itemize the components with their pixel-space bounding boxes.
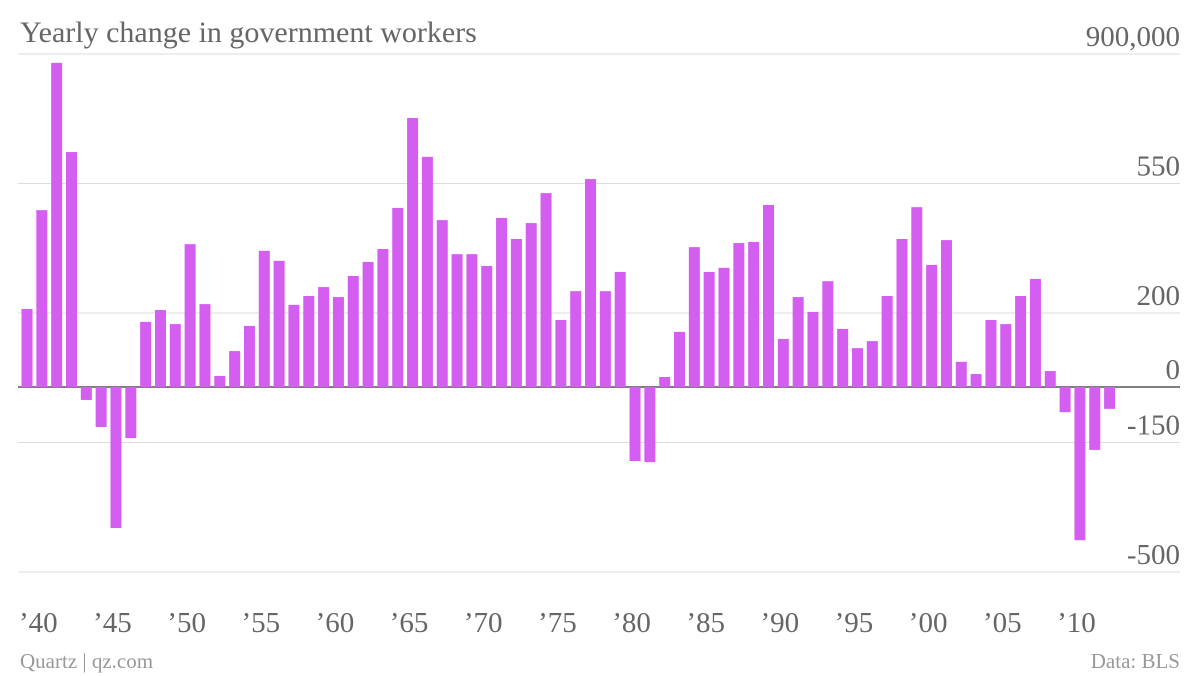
bar (258, 250, 270, 387)
bar (169, 324, 181, 387)
bar (629, 387, 641, 461)
bar (940, 240, 952, 387)
y-tick-label: 0 (1166, 354, 1181, 386)
x-tick-label: ’60 (316, 607, 355, 639)
x-tick-label: ’70 (464, 607, 503, 639)
bar (229, 351, 241, 387)
bar (585, 179, 597, 387)
bar (896, 239, 908, 387)
bar (80, 387, 92, 400)
bar (273, 260, 285, 387)
credit: Quartz | qz.com (20, 649, 153, 673)
bar (807, 311, 819, 387)
chart-title: Yearly change in government workers (20, 16, 477, 49)
bar (214, 375, 226, 387)
bar (985, 320, 997, 387)
bar (718, 267, 730, 387)
bar (674, 331, 686, 387)
bar (184, 244, 196, 387)
bar (1029, 278, 1041, 387)
y-tick-label: 900,000 (1086, 21, 1180, 53)
bar (644, 387, 656, 463)
bar (1015, 295, 1027, 387)
bar (822, 281, 834, 387)
bar (970, 374, 982, 387)
bar (1089, 387, 1101, 450)
bar (451, 254, 463, 387)
bar (347, 276, 359, 387)
bar (392, 207, 404, 387)
bar (540, 193, 552, 387)
bar (51, 62, 63, 387)
y-tick-label: 200 (1137, 280, 1181, 312)
x-tick-label: ’85 (686, 607, 725, 639)
bar (466, 254, 478, 387)
bar (570, 291, 582, 387)
bar (243, 325, 255, 387)
x-tick-label: ’80 (612, 607, 651, 639)
bar (614, 271, 626, 387)
bar (911, 207, 923, 387)
x-tick-label: ’10 (1057, 607, 1096, 639)
bar (125, 387, 137, 439)
bar (525, 223, 537, 387)
bar (851, 348, 863, 387)
bar (555, 320, 567, 387)
bar (1059, 387, 1071, 413)
bar (703, 271, 715, 387)
bar (36, 210, 48, 387)
bar (1074, 387, 1086, 541)
bar (199, 304, 211, 387)
bar (436, 220, 448, 387)
bar (733, 243, 745, 387)
x-tick-label: ’90 (761, 607, 800, 639)
y-tick-label: -150 (1127, 410, 1180, 442)
bar (21, 308, 33, 387)
x-tick-label: ’45 (93, 607, 132, 639)
bar (1000, 324, 1012, 387)
bar (318, 287, 330, 387)
bar (65, 152, 77, 387)
x-tick-label: ’50 (167, 607, 206, 639)
bar (110, 387, 122, 528)
bar (792, 297, 804, 387)
bar (748, 241, 760, 387)
bar (1044, 371, 1056, 387)
x-tick-label: ’95 (835, 607, 874, 639)
bar (763, 204, 774, 387)
bar (421, 156, 433, 387)
bar (407, 118, 419, 387)
bar (288, 304, 300, 387)
bar (955, 361, 967, 387)
y-tick-label: -500 (1127, 539, 1180, 571)
bar (926, 264, 938, 387)
bar (510, 239, 522, 387)
bar (140, 321, 152, 387)
x-tick-label: ’75 (538, 607, 577, 639)
bar (688, 247, 700, 387)
bar (496, 217, 508, 387)
bar (95, 387, 107, 427)
bar (377, 248, 389, 387)
bar (481, 266, 493, 387)
x-tick-label: ’55 (241, 607, 280, 639)
y-tick-label: 550 (1137, 151, 1181, 183)
bar (599, 291, 611, 387)
bar (866, 341, 878, 387)
bar (659, 377, 671, 387)
bar (1104, 387, 1116, 409)
x-tick-label: ’00 (909, 607, 948, 639)
x-tick-label: ’40 (19, 607, 58, 639)
x-tick-label: ’65 (390, 607, 429, 639)
bar (777, 338, 789, 387)
x-tick-label: ’05 (983, 607, 1022, 639)
bar (303, 295, 315, 387)
bar (362, 261, 374, 387)
source: Data: BLS (1091, 649, 1180, 673)
bar (837, 328, 849, 387)
bar (154, 310, 166, 387)
bar (881, 295, 893, 387)
bar (332, 297, 344, 387)
